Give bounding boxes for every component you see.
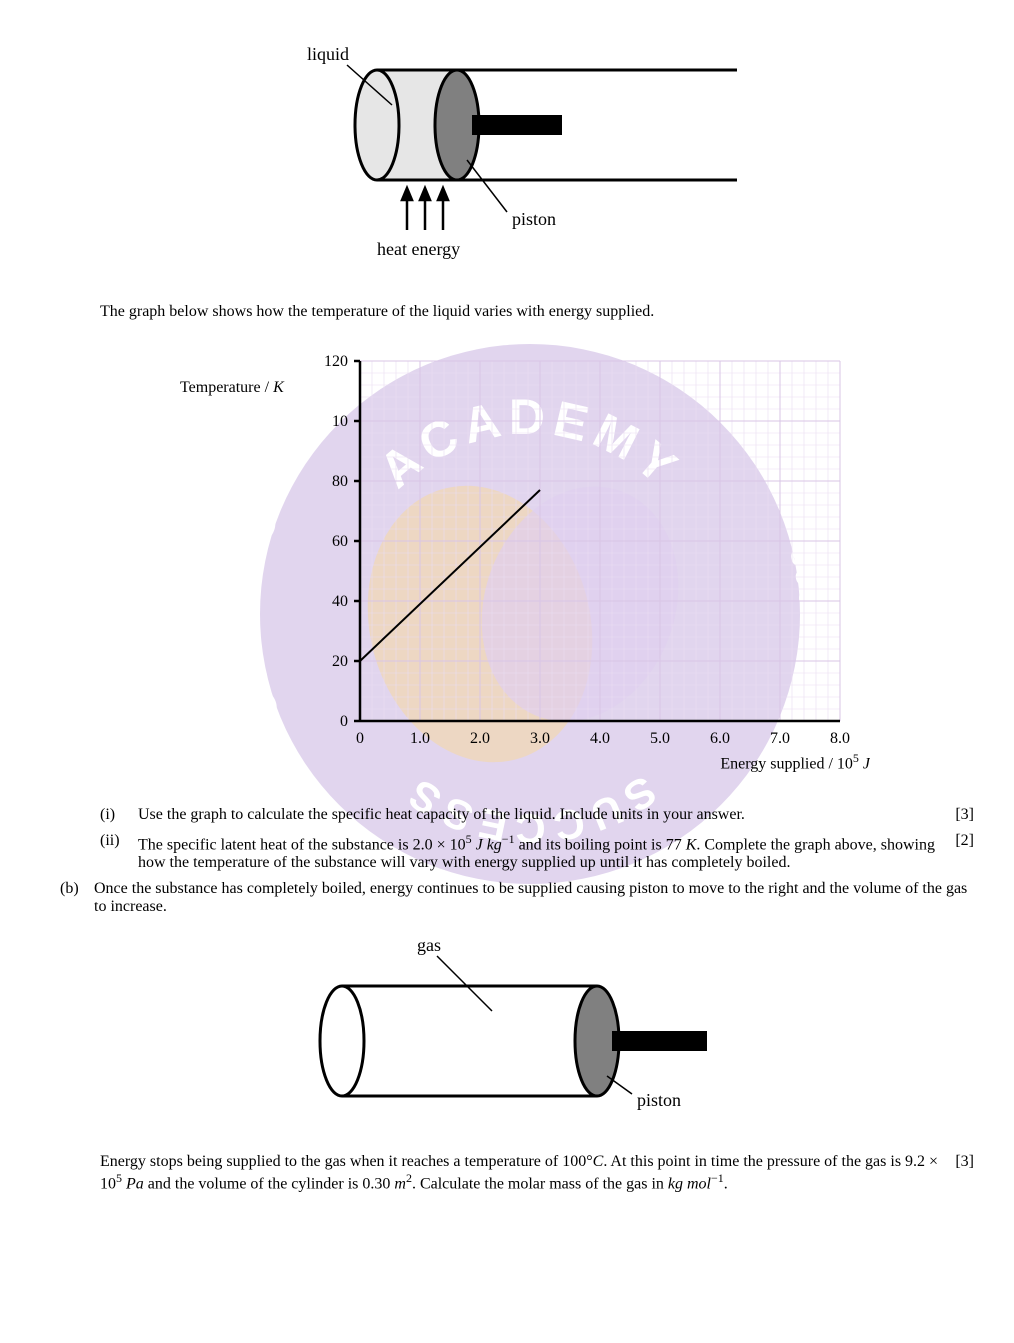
svg-text:5.0: 5.0: [650, 730, 670, 747]
svg-text:4.0: 4.0: [590, 730, 610, 747]
svg-text:7.0: 7.0: [770, 730, 790, 747]
svg-text:3.0: 3.0: [530, 730, 550, 747]
svg-text:0: 0: [340, 713, 348, 730]
final-text: Energy stops being supplied to the gas w…: [100, 1153, 944, 1193]
svg-text:10: 10: [332, 413, 348, 430]
question-i-text: Use the graph to calculate the specific …: [138, 806, 944, 824]
question-i-num: (i): [100, 806, 138, 824]
svg-text:120: 120: [324, 353, 348, 370]
question-b-num: (b): [60, 880, 94, 898]
svg-text:0: 0: [356, 730, 364, 747]
final-marks: [3]: [944, 1153, 974, 1193]
question-i-marks: [3]: [944, 806, 974, 824]
temperature-energy-chart: 01.02.03.04.05.06.07.08.002040608010120T…: [180, 341, 880, 781]
question-ii-marks: [2]: [944, 832, 974, 850]
svg-text:8.0: 8.0: [830, 730, 850, 747]
question-ii-text: The specific latent heat of the substanc…: [138, 832, 944, 872]
question-ii: (ii) The specific latent heat of the sub…: [100, 832, 974, 872]
label-gas: gas: [417, 935, 441, 955]
label-piston: piston: [512, 209, 556, 229]
chart-region: ACADEMY SUCCESS SUCCESS SUCCESS. 01.02.0…: [180, 341, 880, 786]
question-b-text: Once the substance has completely boiled…: [94, 880, 974, 916]
final-paragraph: Energy stops being supplied to the gas w…: [100, 1153, 974, 1193]
svg-text:80: 80: [332, 473, 348, 490]
diagram-liquid-cylinder: liquid piston heat energy: [40, 30, 974, 285]
svg-text:2.0: 2.0: [470, 730, 490, 747]
question-i: (i) Use the graph to calculate the speci…: [100, 806, 974, 824]
svg-text:20: 20: [332, 653, 348, 670]
svg-text:6.0: 6.0: [710, 730, 730, 747]
question-b: (b) Once the substance has completely bo…: [60, 880, 974, 916]
intro-paragraph: The graph below shows how the temperatur…: [100, 303, 974, 321]
label-piston-2: piston: [637, 1090, 681, 1110]
label-liquid: liquid: [307, 44, 349, 64]
label-heat-energy: heat energy: [377, 239, 460, 259]
svg-text:1.0: 1.0: [410, 730, 430, 747]
diagram-gas-cylinder: gas piston: [40, 926, 974, 1141]
question-ii-num: (ii): [100, 832, 138, 850]
svg-text:60: 60: [332, 533, 348, 550]
svg-text:40: 40: [332, 593, 348, 610]
